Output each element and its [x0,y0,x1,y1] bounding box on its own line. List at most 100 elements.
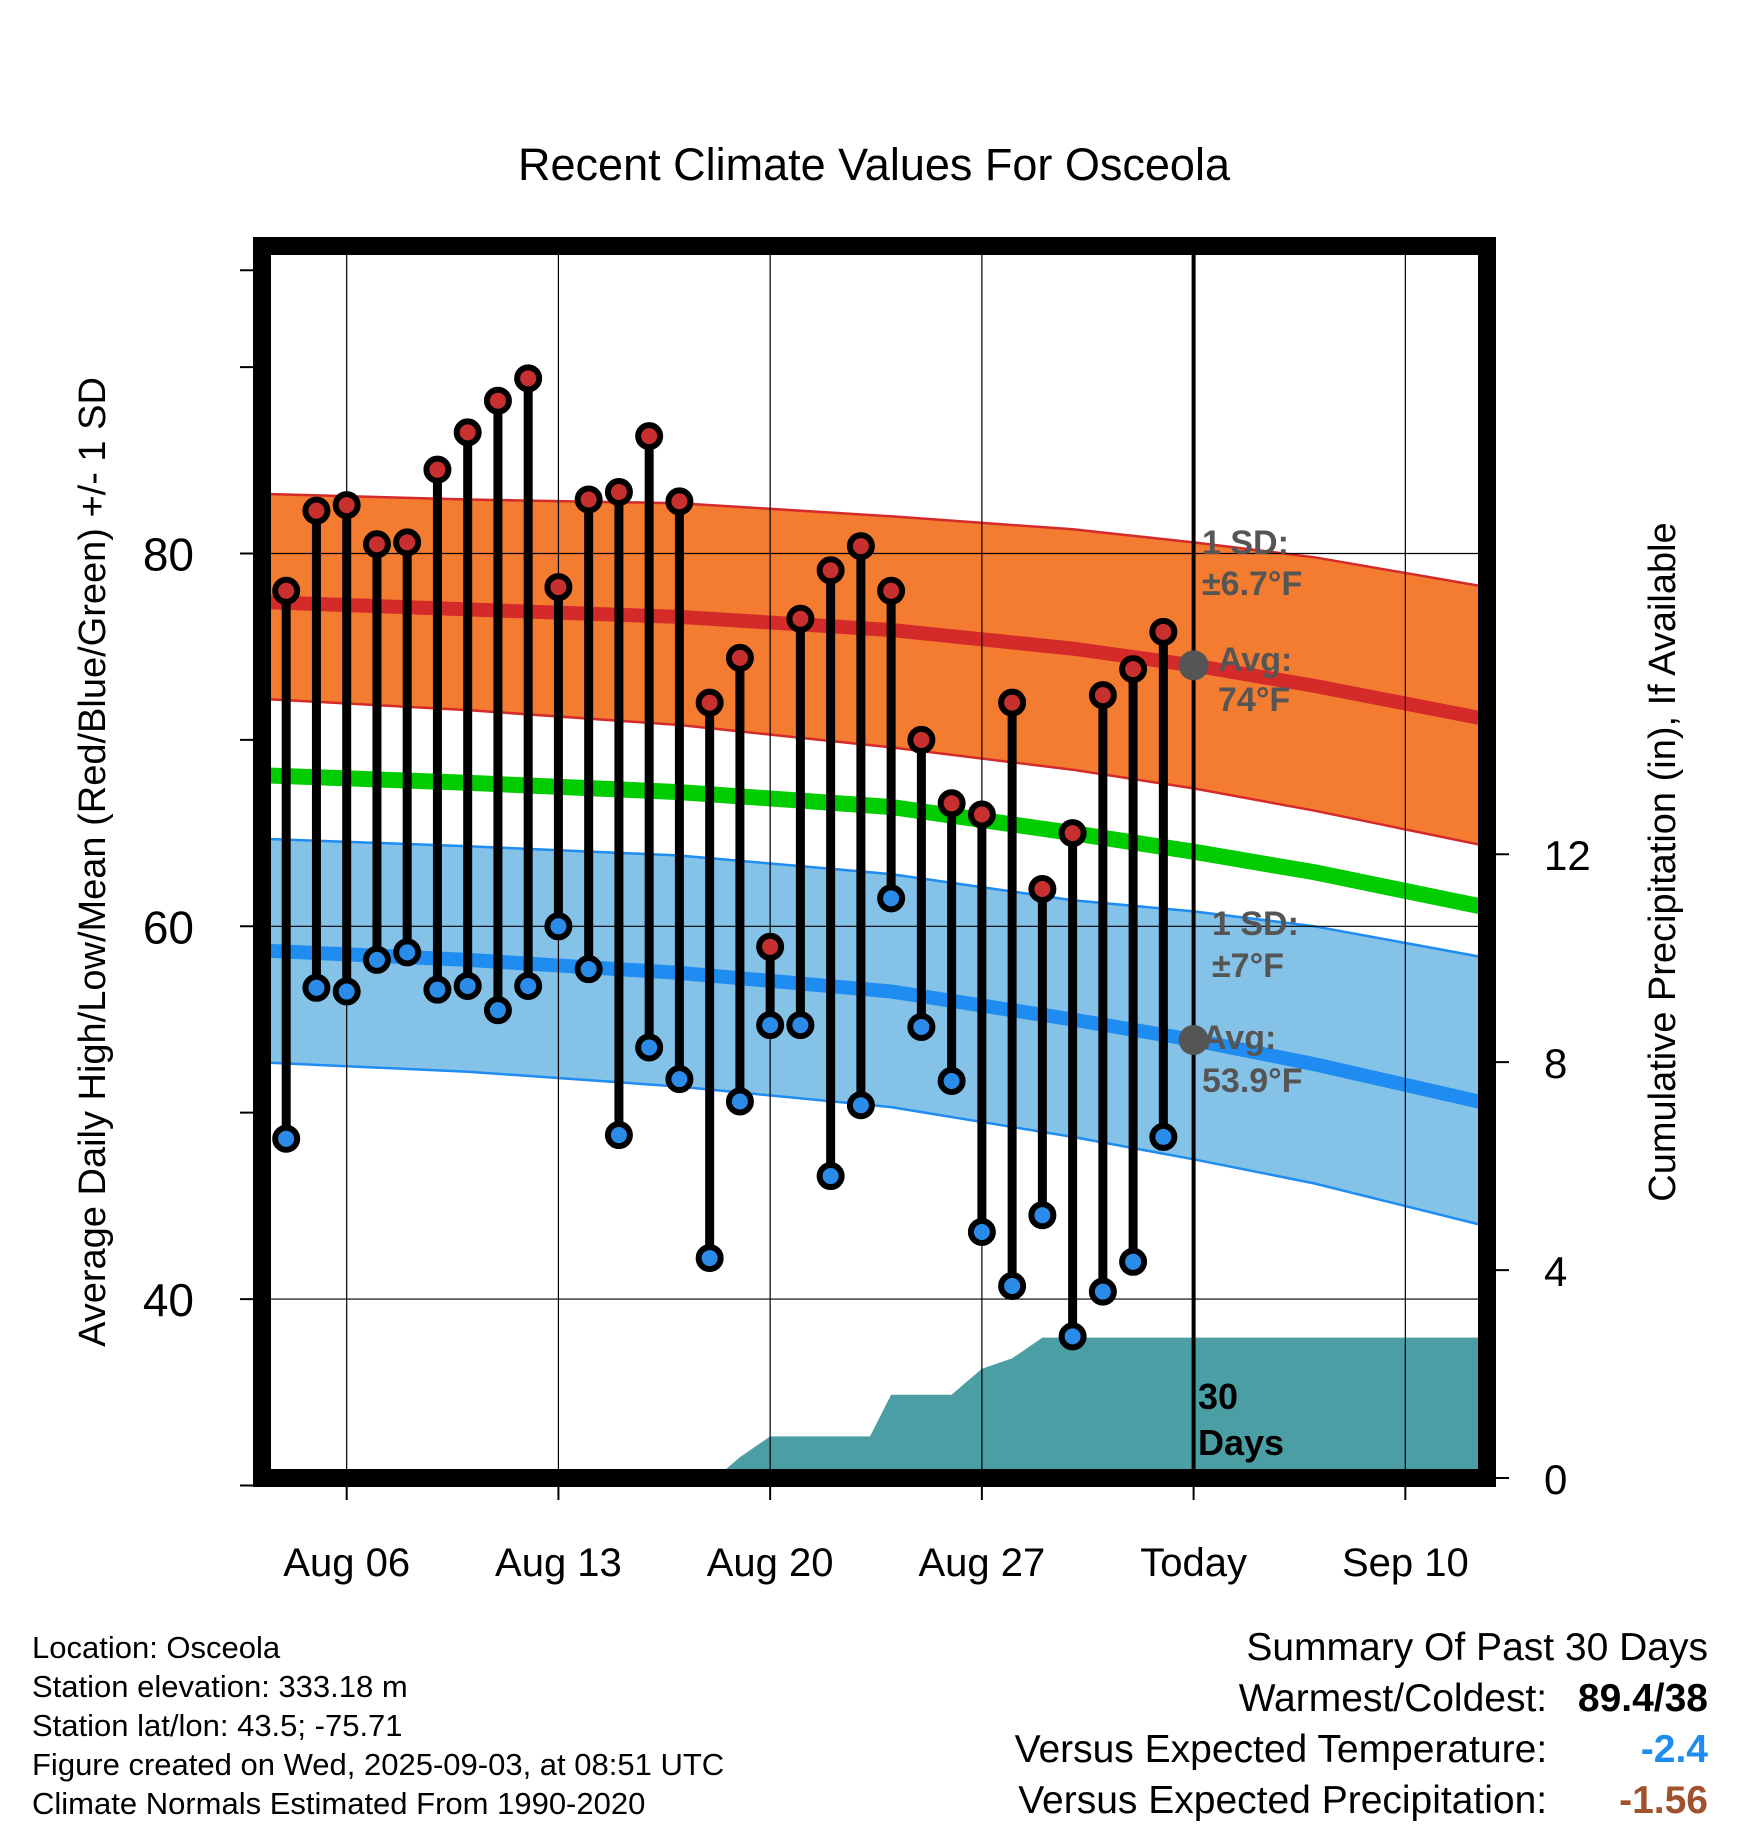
low-avg-label: Avg: [1202,1019,1276,1057]
y2-tick-label: 8 [1544,1040,1567,1087]
chart-title: Recent Climate Values For Osceola [518,139,1231,190]
daily-low-point [725,1087,754,1116]
daily-high-point [423,455,452,484]
x-tick-label: Aug 27 [918,1541,1045,1585]
y2-axis-label: Cumulative Precipitation (in), If Availa… [1642,522,1684,1201]
daily-high-point [665,487,694,516]
low-avg-value: 53.9°F [1202,1062,1303,1100]
summary-panel: Summary Of Past 30 Days Warmest/Coldest:… [1015,1622,1708,1826]
summary-temp-row: Versus Expected Temperature: -2.4 [1015,1724,1708,1775]
normals-text: Climate Normals Estimated From 1990-2020 [32,1786,646,1821]
summary-title: Summary Of Past 30 Days [1246,1626,1708,1669]
daily-low-point [272,1124,301,1153]
daily-high-point [756,932,785,961]
x-tick-label: Today [1140,1541,1247,1585]
daily-high-point [544,573,573,602]
today-normal-high-marker [1178,650,1209,681]
daily-low-point [544,912,573,941]
daily-high-point [998,688,1027,717]
daily-high-point [1028,875,1057,904]
daily-high-point [1088,681,1117,710]
warmest-label: Warmest/Coldest: [1238,1677,1548,1720]
precip-value: -1.56 [1619,1779,1708,1822]
summary-precip-row: Versus Expected Precipitation: -1.56 [1015,1775,1708,1826]
y2-tick-label: 0 [1544,1456,1567,1503]
daily-low-point [483,996,512,1025]
daily-high-point [877,576,906,605]
low-sd-label: 1 SD: [1212,905,1299,943]
daily-low-point [816,1162,845,1191]
daily-low-point [302,973,331,1002]
daily-low-point [362,945,391,974]
daily-low-point [665,1065,694,1094]
daily-high-point [907,725,936,754]
summary-warmest-row: Warmest/Coldest: 89.4/38 [1015,1673,1708,1724]
daily-high-point [725,643,754,672]
daily-high-point [604,478,633,507]
daily-low-point [907,1012,936,1041]
latlon-text: Station lat/lon: 43.5; -75.71 [32,1708,403,1743]
daily-low-point [846,1091,875,1120]
daily-high-point [302,496,331,525]
y-tick-label: 80 [143,529,194,581]
daily-high-point [846,532,875,561]
x-tick-label: Aug 13 [495,1541,622,1585]
daily-high-point [393,528,422,557]
daily-high-point [514,364,543,393]
y-axis-label: Average Daily High/Low/Mean (Red/Blue/Gr… [72,377,114,1347]
warmest-value: 89.4/38 [1577,1677,1708,1720]
temp-value: -2.4 [1640,1728,1708,1771]
x-tick-label: Aug 20 [707,1541,834,1585]
y-tick-label: 40 [143,1274,194,1326]
station-info: Location: Osceola Station elevation: 333… [32,1628,724,1823]
daily-low-point [423,975,452,1004]
daily-high-point [332,491,361,520]
daily-low-point [635,1033,664,1062]
daily-high-point [635,422,664,451]
daily-high-point [272,576,301,605]
daily-low-point [332,977,361,1006]
daily-high-point [967,800,996,829]
daily-high-point [362,530,391,559]
daily-high-point [816,556,845,585]
location-text: Location: Osceola [32,1630,281,1665]
daily-low-point [604,1121,633,1150]
days-label-number: 30 [1198,1376,1238,1417]
low-sd-band [262,838,1487,1227]
daily-high-point [574,485,603,514]
y2-tick-label: 12 [1544,832,1591,879]
daily-low-point [786,1011,815,1040]
daily-high-point [1119,655,1148,684]
precipitation-area [262,1337,1487,1478]
daily-high-point [1058,819,1087,848]
x-tick-label: Sep 10 [1342,1541,1469,1585]
daily-high-point [1149,617,1178,646]
daily-low-point [1119,1247,1148,1276]
daily-low-point [695,1244,724,1273]
daily-low-point [393,938,422,967]
temp-label: Versus Expected Temperature: [1014,1728,1548,1771]
daily-low-point [453,971,482,1000]
high-sd-label: 1 SD: [1202,524,1289,562]
created-text: Figure created on Wed, 2025-09-03, at 08… [32,1747,725,1782]
daily-low-point [574,955,603,984]
y2-tick-label: 4 [1544,1248,1567,1295]
today-normal-low-marker [1178,1024,1209,1055]
daily-low-point [998,1272,1027,1301]
daily-low-point [514,971,543,1000]
x-tick-label: Aug 06 [283,1541,410,1585]
daily-low-point [1028,1201,1057,1230]
daily-low-point [1149,1122,1178,1151]
daily-high-point [695,688,724,717]
daily-low-point [967,1217,996,1246]
daily-low-point [1058,1322,1087,1351]
high-avg-value: 74°F [1218,681,1290,719]
daily-low-point [877,884,906,913]
daily-low-point [756,1011,785,1040]
daily-high-point [453,418,482,447]
days-label-text: Days [1198,1422,1284,1463]
high-sd-value: ±6.7°F [1202,565,1302,603]
daily-high-point [937,789,966,818]
daily-high-point [786,604,815,633]
